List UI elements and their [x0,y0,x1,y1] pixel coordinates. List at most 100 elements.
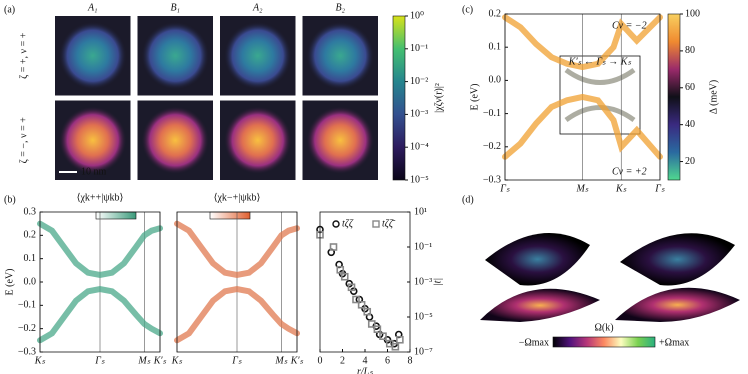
x-tick-label: 8 [408,355,413,366]
density-blob [58,21,127,90]
y-tick-label: 10¹ [414,206,427,217]
y-tick-label: −0.2 [18,323,36,334]
density-blob [141,106,210,175]
density-blob [223,21,292,90]
density-blob [306,21,375,90]
legend-marker [332,220,340,228]
y-tick-label: 10⁻⁵ [414,311,433,322]
x-tick-label: Kₛ [615,183,627,194]
panel-label: (b) [4,194,16,205]
surface-top [485,233,590,286]
band [502,93,663,160]
band [37,285,163,344]
y-tick-label: 0.1 [24,253,37,264]
y-tick-label: 0.2 [489,8,502,19]
panel-label: (c) [462,4,473,15]
colorbar-tick-label: 80 [685,45,695,56]
scale-bar-label: 10 nm [81,166,107,177]
colorbar-tick-label: 10⁻¹ [410,43,428,54]
band [174,220,300,279]
legend-bar [95,211,137,220]
colorbar-label: Δ (meV) [708,80,719,114]
colorbar-tick-label: 10⁰ [410,10,424,21]
x-tick-label: Kₛ [34,355,46,366]
point [396,335,404,344]
x-tick-label: 0 [318,355,323,366]
x-tick-label: Γₛ [499,183,510,194]
legend-label: tζζ [342,218,354,229]
panel-label: (a) [4,4,15,15]
column-title: A₂ [252,2,263,13]
x-tick-label: 4 [363,355,368,366]
point [391,342,400,351]
panel-label: (d) [462,194,474,205]
colorbar-tick-label: 60 [685,82,695,93]
point [363,307,372,316]
legend-label: tζζ̄ [382,218,396,229]
y-axis-label: E (eV) [4,269,15,296]
point [347,283,356,292]
colorbar [667,13,681,181]
surface-bottom [615,287,740,322]
x-tick-label: 2 [340,355,345,366]
point [367,320,376,328]
y-tick-label: 0.0 [489,75,502,86]
band [502,14,663,71]
colorbar [552,336,656,348]
y-tick-label: 0.2 [24,230,37,241]
row-label: ζ = +, ν = + [18,32,29,79]
colorbar-tick-label: 20 [685,156,695,167]
colorbar-tick-label: 10⁻⁵ [410,174,429,185]
column-title: B₂ [335,2,345,13]
x-tick-label: 6 [385,355,390,366]
surface-bottom [480,288,600,322]
band [37,220,163,279]
y-tick-label: 10⁻⁷ [414,346,433,357]
y-axis-label: E (eV) [469,84,480,111]
x-tick-label: Mₛ [575,183,588,194]
point [357,300,366,309]
point [329,243,338,251]
y-tick-label: −0.1 [18,300,36,311]
x-tick-label: Mₛ [137,355,150,366]
colorbar-end-label: +Ωmax [659,337,689,348]
colorbar-tick-label: 40 [685,119,695,130]
point [352,295,360,304]
density-blob [223,106,292,175]
inset-frame [559,55,641,135]
colorbar-tick-label: 100 [685,8,700,19]
x-tick-label: Γₛ [654,183,665,194]
density-blob [306,106,375,175]
annotation: Cν = −2 [612,20,647,31]
x-tick-label: Kₛ [171,355,183,366]
colorbar-end-label: −Ωmax [519,337,549,348]
column-title: B₁ [170,2,180,13]
surfaces [480,233,740,322]
legend-bar [209,211,251,220]
y-tick-label: −0.2 [483,141,501,152]
y-tick-label: 0.1 [489,41,502,52]
panel-title: ⟨χk−+|ψkb⟩ [214,192,261,203]
annotation: Cν = +2 [612,166,647,177]
surface-top [620,233,735,286]
x-tick-label: K′ₛ [153,355,167,366]
point [340,272,349,281]
y-tick-label: −0.1 [483,108,501,119]
x-tick-label: K′ₛ [290,355,304,366]
panel-title: ⟨χk++|ψkb⟩ [77,192,124,203]
band [174,285,300,344]
point [373,325,382,334]
row-label: ζ = −, ν = + [18,117,29,164]
point [336,265,345,274]
y-tick-label: 10⁻³ [414,276,432,287]
legend-marker [372,220,380,228]
density-blob [58,106,127,175]
column-title: A₁ [87,2,98,13]
density-blob [141,21,210,90]
plot-frame [319,211,411,353]
plot-frame [504,13,661,181]
colorbar-tick-label: 10⁻² [410,76,428,87]
y-tick-label: −0.3 [483,174,501,185]
colorbar-tick-label: 10⁻³ [410,109,428,120]
